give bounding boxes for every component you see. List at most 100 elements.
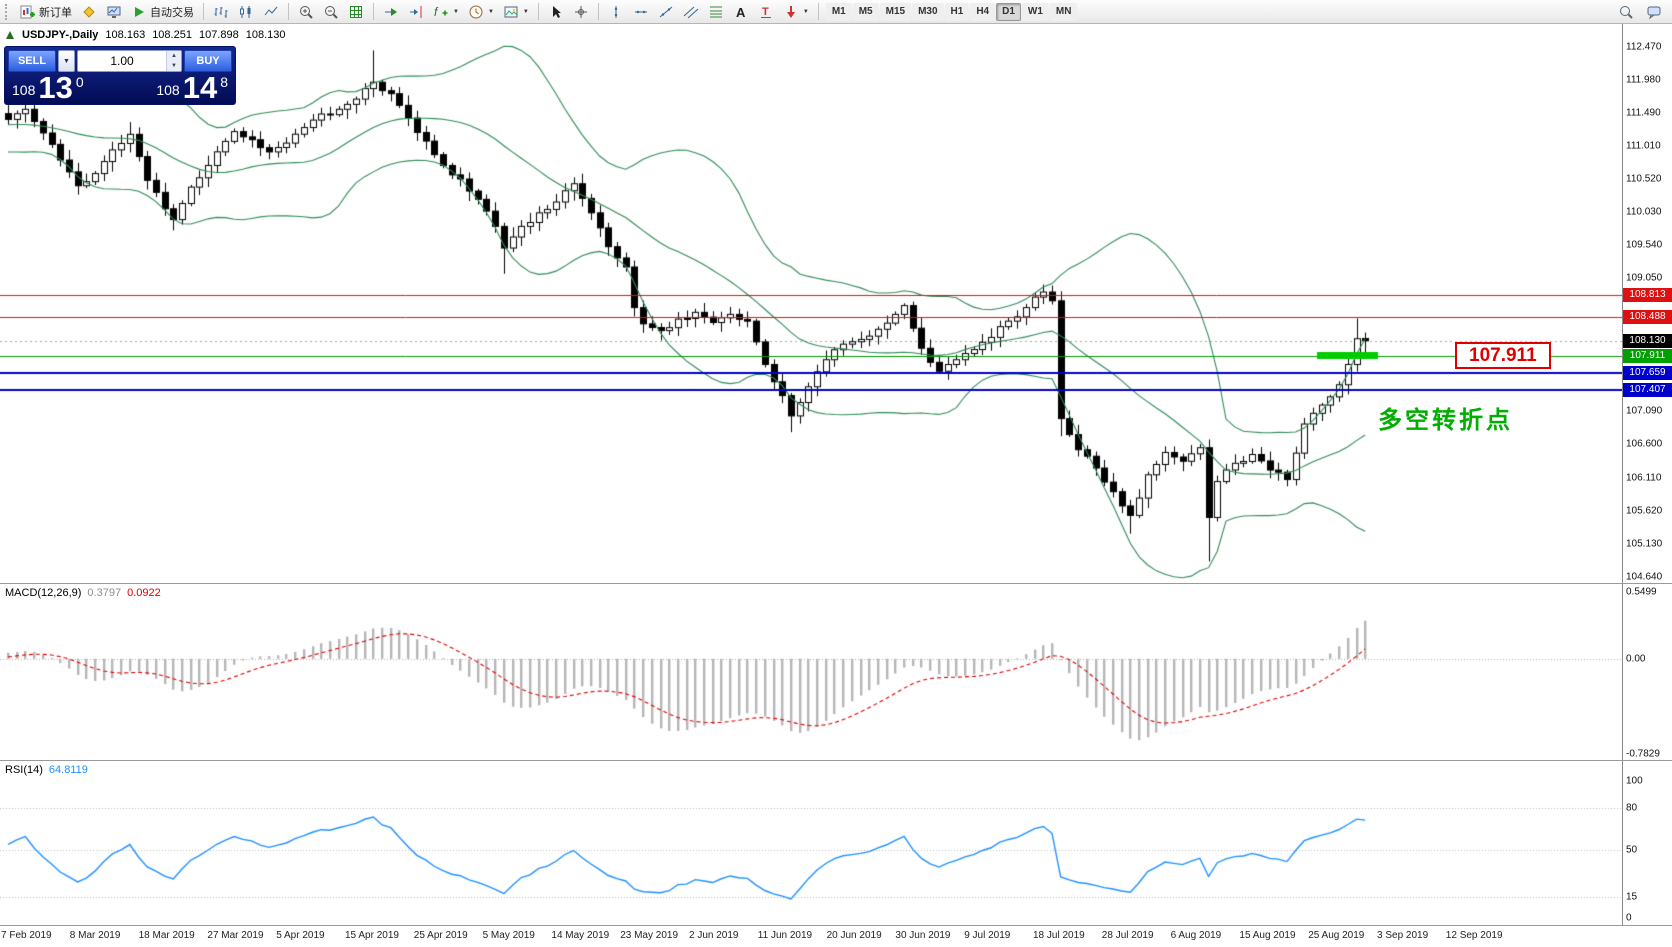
arrow-objects-button[interactable]: ▼ [779, 2, 813, 22]
timeframe-d1-button[interactable]: D1 [996, 3, 1021, 21]
volume-down-button[interactable]: ▼ [167, 61, 181, 71]
zoom-in-button[interactable] [294, 2, 318, 22]
timeframe-m15-button[interactable]: M15 [880, 3, 911, 21]
separator [598, 3, 599, 20]
line-chart-icon [263, 4, 279, 20]
date-label: 14 May 2019 [551, 930, 609, 941]
symbol-info: USDJPY-,Daily 108.163 108.251 107.898 10… [5, 29, 285, 41]
bar-chart-button[interactable] [209, 2, 233, 22]
chart-window-icon [5, 30, 15, 40]
main-chart-canvas[interactable] [0, 24, 1622, 583]
date-label: 30 Jun 2019 [895, 930, 950, 941]
date-label: 20 Jun 2019 [827, 930, 882, 941]
date-label: 8 Mar 2019 [70, 930, 121, 941]
price-tag-108.813: 108.813 [1623, 288, 1672, 302]
new-order-button[interactable]: 新订单 [16, 2, 76, 22]
turning-point-annotation[interactable]: 多空转折点 [1378, 400, 1513, 435]
rsi-canvas[interactable] [0, 761, 1622, 925]
buy-price: 108 14 8 [156, 75, 228, 101]
timeframe-h1-button[interactable]: H1 [945, 3, 970, 21]
date-label: 7 Feb 2019 [1, 930, 52, 941]
price-tick: 110.520 [1626, 173, 1661, 184]
vertical-line-button[interactable] [604, 2, 628, 22]
line-chart-button[interactable] [259, 2, 283, 22]
separator [538, 3, 539, 20]
grid-button[interactable] [344, 2, 368, 22]
rsi-tick: 50 [1626, 844, 1637, 855]
timeframe-m5-button[interactable]: M5 [853, 3, 879, 21]
favorites-button[interactable] [77, 2, 101, 22]
volume-dropdown-button[interactable]: ▼ [58, 50, 75, 72]
new-order-icon [20, 4, 36, 20]
svg-text:A: A [736, 5, 746, 20]
price-level-label[interactable]: 107.911 [1455, 342, 1551, 369]
template-button[interactable]: ▼ [499, 2, 533, 22]
timeframe-m30-button[interactable]: M30 [912, 3, 943, 21]
auto-trading-label: 自动交易 [150, 4, 194, 20]
volume-value[interactable]: 1.00 [78, 51, 166, 71]
volume-up-button[interactable]: ▲ [167, 51, 181, 61]
chat-button[interactable] [1642, 2, 1666, 22]
zoom-out-button[interactable] [319, 2, 343, 22]
trendline-icon [658, 4, 674, 20]
cursor-button[interactable] [544, 2, 568, 22]
auto-trading-button[interactable]: 自动交易 [127, 2, 198, 22]
text-button[interactable]: A [729, 2, 753, 22]
horizontal-line-button[interactable] [629, 2, 653, 22]
indicators-icon: f [433, 4, 449, 20]
timeframe-h4-button[interactable]: H4 [970, 3, 995, 21]
date-label: 5 May 2019 [483, 930, 535, 941]
date-label: 15 Aug 2019 [1239, 930, 1295, 941]
buy-button[interactable]: BUY [184, 50, 232, 72]
play-icon [131, 4, 147, 20]
dropdown-arrow-icon: ▼ [488, 9, 494, 15]
chart-shift-button[interactable] [404, 2, 428, 22]
crosshair-button[interactable] [569, 2, 593, 22]
rsi-name: RSI(14) [5, 764, 43, 776]
vertical-line-icon [608, 4, 624, 20]
rsi-label: RSI(14) 64.8119 [5, 764, 88, 776]
candlestick-icon [238, 4, 254, 20]
macd-plot[interactable]: MACD(12,26,9) 0.3797 0.0922 [0, 584, 1622, 760]
price-tick: 111.010 [1626, 140, 1661, 151]
candlestick-chart-button[interactable] [234, 2, 258, 22]
rsi-plot[interactable]: RSI(14) 64.8119 [0, 761, 1622, 925]
auto-scroll-button[interactable] [379, 2, 403, 22]
timeframe-mn-button[interactable]: MN [1050, 3, 1078, 21]
fibonacci-button[interactable] [704, 2, 728, 22]
macd-signal-value: 0.0922 [127, 587, 161, 599]
channel-button[interactable] [679, 2, 703, 22]
date-label: 18 Jul 2019 [1033, 930, 1085, 941]
market-watch-button[interactable] [102, 2, 126, 22]
chart-shift-icon [408, 4, 424, 20]
chart-window: USDJPY-,Daily 108.163 108.251 107.898 10… [0, 24, 1672, 946]
cursor-icon [548, 4, 564, 20]
price-tag-108.130: 108.130 [1623, 334, 1672, 348]
rsi-tick: 80 [1626, 803, 1637, 814]
indicators-button[interactable]: f ▼ [429, 2, 463, 22]
toolbar-grip[interactable] [5, 4, 11, 20]
macd-tick: -0.7829 [1626, 749, 1660, 760]
timeframe-w1-button[interactable]: W1 [1022, 3, 1049, 21]
text-label-button[interactable]: T [754, 2, 778, 22]
trendline-button[interactable] [654, 2, 678, 22]
price-tick: 104.640 [1626, 572, 1662, 583]
sell-button[interactable]: SELL [8, 50, 56, 72]
price-tick: 112.470 [1626, 42, 1661, 53]
macd-canvas[interactable] [0, 584, 1622, 760]
timeframe-m1-button[interactable]: M1 [826, 3, 852, 21]
search-button[interactable] [1614, 2, 1638, 22]
volume-field[interactable]: 1.00 ▲ ▼ [77, 50, 182, 72]
new-order-label: 新订单 [39, 4, 72, 20]
separator [288, 3, 289, 20]
main-chart-plot[interactable]: USDJPY-,Daily 108.163 108.251 107.898 10… [0, 24, 1622, 583]
price-tick: 106.110 [1626, 472, 1661, 483]
date-label: 28 Jul 2019 [1102, 930, 1154, 941]
grid-icon [348, 4, 364, 20]
period-button[interactable]: ▼ [464, 2, 498, 22]
ohlc-high: 108.251 [152, 29, 192, 41]
